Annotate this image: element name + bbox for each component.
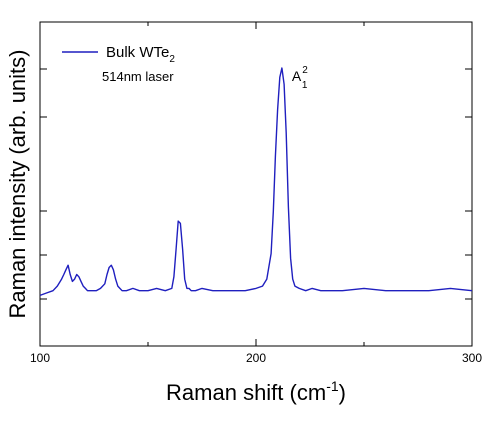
legend: Bulk WTe2 bbox=[62, 44, 175, 65]
x-tick-label: 300 bbox=[462, 351, 482, 365]
x-tick-label: 100 bbox=[30, 351, 50, 365]
legend-entry-label: Bulk WTe2 bbox=[106, 44, 175, 65]
laser-annotation: 514nm laser bbox=[102, 69, 174, 84]
x-tick-label: 200 bbox=[246, 351, 266, 365]
x-axis-title: Raman shift (cm-1) bbox=[166, 378, 346, 405]
axis-ticks bbox=[39, 22, 473, 346]
x-tick-labels: 100 200 300 bbox=[30, 351, 482, 365]
series-line-bulk-wte2 bbox=[39, 67, 473, 297]
peak-label-a1-2: A2 1 bbox=[292, 65, 308, 91]
y-axis-title: Raman intensity (arb. units) bbox=[5, 50, 30, 319]
